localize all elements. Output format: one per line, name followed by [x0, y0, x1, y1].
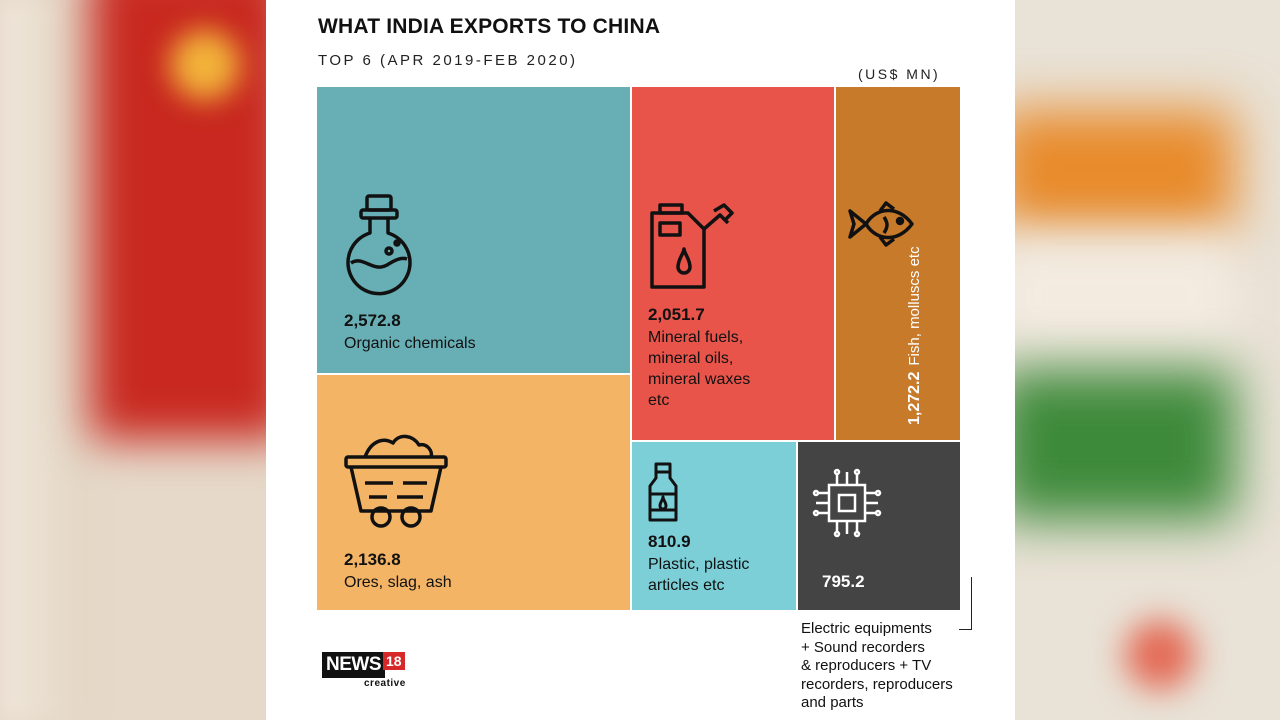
value-electric-equipments: 795.2	[822, 572, 865, 591]
microchip-icon	[812, 468, 882, 538]
background-china-flag	[0, 0, 266, 720]
label-organic-chemicals: Organic chemicals	[344, 335, 476, 352]
chart-unit: (US$ MN)	[858, 66, 941, 82]
infographic-card: WHAT INDIA EXPORTS TO CHINA TOP 6 (APR 2…	[266, 0, 1015, 720]
label-line: & reproducers + TV	[801, 657, 932, 674]
value-plastic: 810.9	[648, 532, 691, 551]
label-fish-molluscs: Fish, molluscs etc	[906, 246, 923, 366]
bottle-icon	[648, 462, 678, 522]
mine-cart-icon	[344, 434, 448, 528]
chart-subtitle: TOP 6 (APR 2019-FEB 2020)	[318, 52, 578, 69]
label-line: articles etc	[648, 577, 725, 594]
label-line: mineral oils,	[648, 350, 734, 367]
callout-bracket	[959, 577, 972, 630]
logo-18: 18	[383, 652, 405, 670]
flask-icon	[346, 194, 412, 296]
value-ores-slag-ash: 2,136.8	[344, 550, 401, 569]
label-line: mineral waxes	[648, 371, 751, 388]
logo-news: NEWS	[322, 652, 385, 678]
value-mineral-fuels: 2,051.7	[648, 305, 705, 324]
logo-creative: creative	[364, 678, 406, 689]
label-line: Plastic, plastic	[648, 556, 750, 573]
tile-plastic: 810.9 Plastic, plastic articles etc	[632, 442, 796, 610]
label-line: Mineral fuels,	[648, 329, 744, 346]
value-fish-molluscs: 1,272.2	[906, 371, 923, 425]
chart-title: WHAT INDIA EXPORTS TO CHINA	[318, 15, 661, 38]
label-mineral-fuels: Mineral fuels, mineral oils, mineral wax…	[648, 327, 750, 411]
label-line: recorders, reproducers	[801, 675, 953, 693]
news18-logo: NEWS 18 creative	[322, 652, 405, 689]
label-line: Electric equipments	[801, 620, 932, 637]
tile-organic-chemicals: 2,572.8 Organic chemicals	[317, 87, 630, 373]
label-ores-slag-ash: Ores, slag, ash	[344, 574, 452, 591]
fish-rotated-label: 1,272.2 Fish, molluscs etc	[906, 246, 924, 425]
label-line: and parts	[801, 694, 864, 711]
fuel-canister-icon	[650, 203, 734, 289]
label-electric-equipments: Electric equipments + Sound recorders & …	[801, 620, 991, 713]
tile-electric-equipments: 795.2	[798, 442, 960, 610]
tile-mineral-fuels: 2,051.7 Mineral fuels, mineral oils, min…	[632, 87, 834, 440]
tile-fish-molluscs: 1,272.2 Fish, molluscs etc	[836, 87, 960, 440]
label-line: etc	[648, 392, 670, 409]
value-organic-chemicals: 2,572.8	[344, 311, 401, 330]
fish-icon	[848, 201, 914, 247]
background-india-flag	[1015, 0, 1280, 720]
label-plastic: Plastic, plastic articles etc	[648, 554, 749, 596]
tile-ores-slag-ash: 2,136.8 Ores, slag, ash	[317, 375, 630, 610]
label-line: + Sound recorders	[801, 638, 925, 656]
